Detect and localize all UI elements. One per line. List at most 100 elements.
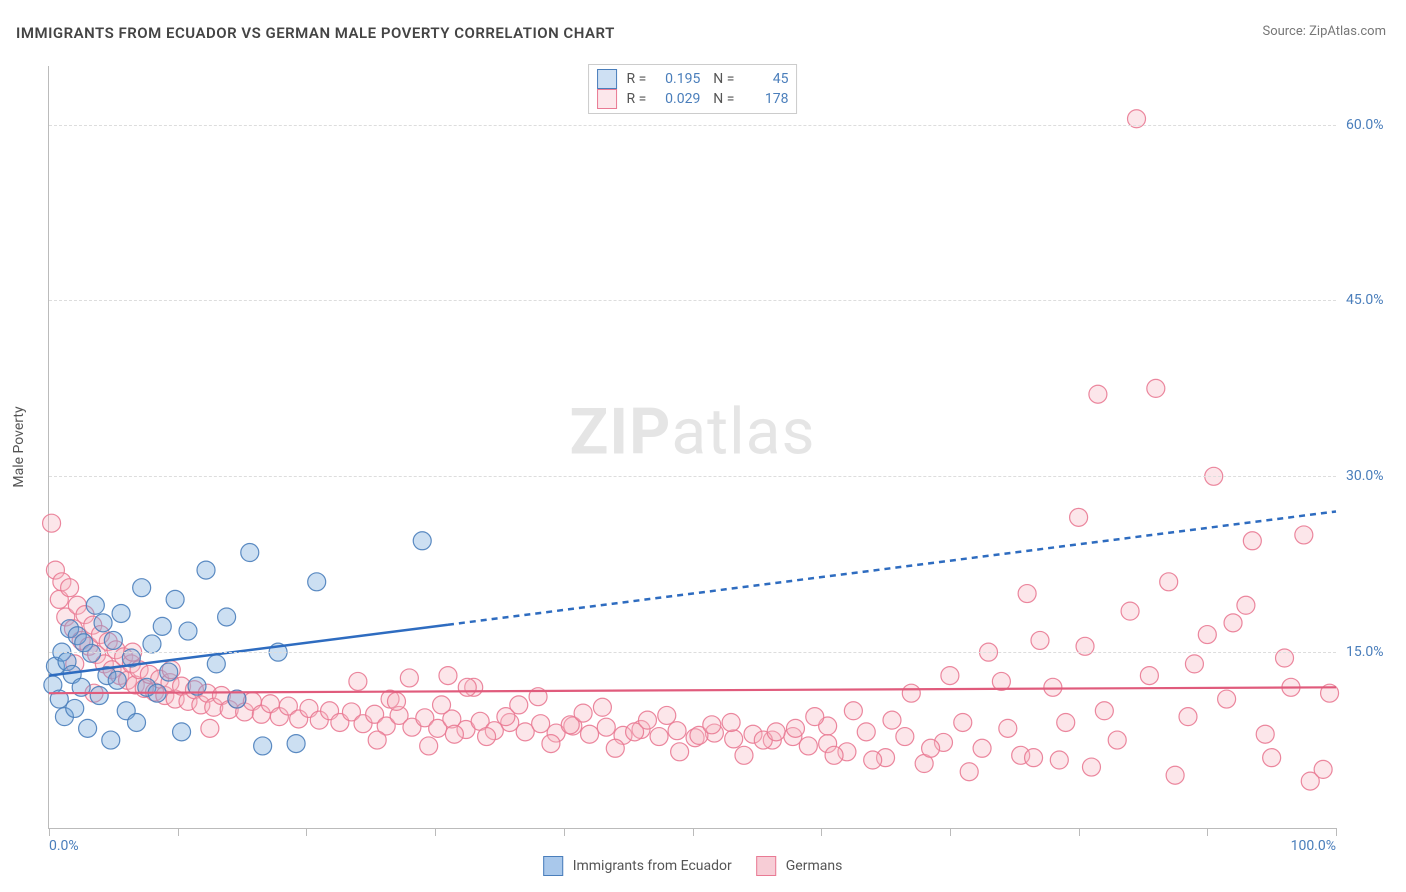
y-tick-label: 15.0% (1346, 644, 1384, 660)
correlation-stats-legend: R = 0.195 N = 45 R = 0.029 N = 178 (588, 64, 798, 114)
x-tick (564, 828, 565, 836)
scatter-point (102, 731, 120, 749)
scatter-point (690, 726, 708, 744)
scatter-point (1243, 532, 1261, 550)
scatter-point (173, 723, 191, 741)
scatter-point (236, 703, 254, 721)
scatter-point (1218, 690, 1236, 708)
scatter-point (686, 729, 704, 747)
scatter-point (91, 626, 109, 644)
scatter-point (614, 726, 632, 744)
scatter-point (207, 655, 225, 673)
watermark-light: atlas (671, 394, 815, 469)
scatter-point (99, 633, 117, 651)
scatter-point (954, 713, 972, 731)
y-tick-label: 60.0% (1346, 117, 1384, 133)
scatter-point (156, 687, 174, 705)
x-tick (1336, 828, 1337, 836)
scatter-point (1256, 725, 1274, 743)
scatter-point (88, 645, 106, 663)
scatter-point (50, 590, 68, 608)
scatter-point (799, 737, 817, 755)
scatter-point (638, 711, 656, 729)
scatter-point (1301, 772, 1319, 790)
scatter-point (838, 743, 856, 761)
stat-R-label-2: R = (627, 91, 647, 107)
scatter-point (57, 608, 75, 626)
scatter-point (960, 763, 978, 781)
scatter-point (130, 661, 148, 679)
scatter-point (310, 711, 328, 729)
scatter-point (64, 620, 82, 638)
scatter-point (117, 702, 135, 720)
scatter-point (377, 717, 395, 735)
scatter-point (220, 701, 238, 719)
scatter-point (934, 733, 952, 751)
scatter-point (104, 631, 122, 649)
scatter-point (98, 667, 116, 685)
scatter-point (1263, 749, 1281, 767)
scatter-point (290, 710, 308, 728)
scatter-point (179, 692, 197, 710)
scatter-point (754, 731, 772, 749)
swatch-ecuador (597, 69, 617, 89)
scatter-point (1012, 746, 1030, 764)
scatter-point (497, 708, 515, 726)
scatter-point (58, 653, 76, 671)
scatter-point (439, 667, 457, 685)
scatter-point (1031, 631, 1049, 649)
scatter-point (61, 620, 79, 638)
scatter-point (94, 614, 112, 632)
stat-R-ecuador: 0.195 (652, 71, 700, 87)
scatter-point (82, 644, 100, 662)
scatter-point (864, 751, 882, 769)
scatter-point (1050, 751, 1068, 769)
scatter-point (72, 678, 90, 696)
scatter-point (243, 692, 261, 710)
scatter-point (201, 719, 219, 737)
gridline-h (49, 125, 1336, 126)
scatter-point (270, 708, 288, 726)
scatter-point (166, 690, 184, 708)
scatter-point (806, 708, 824, 726)
scatter-point (143, 635, 161, 653)
scatter-point (501, 713, 519, 731)
scatter-point (400, 669, 418, 687)
scatter-point (66, 655, 84, 673)
scatter-point (63, 665, 81, 683)
scatter-point (597, 718, 615, 736)
scatter-point (387, 692, 405, 710)
x-tick (821, 828, 822, 836)
scatter-point (478, 728, 496, 746)
scatter-point (671, 743, 689, 761)
scatter-point (331, 713, 349, 731)
scatter-point (458, 678, 476, 696)
scatter-point (1314, 760, 1332, 778)
scatter-point (72, 631, 90, 649)
scatter-point (228, 690, 246, 708)
scatter-point (162, 661, 180, 679)
scatter-point (786, 719, 804, 737)
scatter-point (705, 724, 723, 742)
x-tick (178, 828, 179, 836)
scatter-point (1185, 655, 1203, 673)
scatter-point (1237, 596, 1255, 614)
scatter-point (819, 735, 837, 753)
scatter-point (510, 696, 528, 714)
gridline-h (49, 476, 1336, 477)
scatter-point (192, 696, 210, 714)
scatter-point (1160, 573, 1178, 591)
trend-line-solid (49, 625, 448, 676)
scatter-point (445, 725, 463, 743)
scatter-point (561, 716, 579, 734)
scatter-point (844, 702, 862, 720)
stats-row-germans: R = 0.029 N = 178 (597, 89, 789, 109)
trend-line-solid (49, 687, 1336, 693)
scatter-point (46, 657, 64, 675)
gridline-h (49, 652, 1336, 653)
scatter-point (368, 731, 386, 749)
scatter-point (457, 721, 475, 739)
scatter-point (941, 667, 959, 685)
gridline-h (49, 300, 1336, 301)
scatter-point (485, 722, 503, 740)
